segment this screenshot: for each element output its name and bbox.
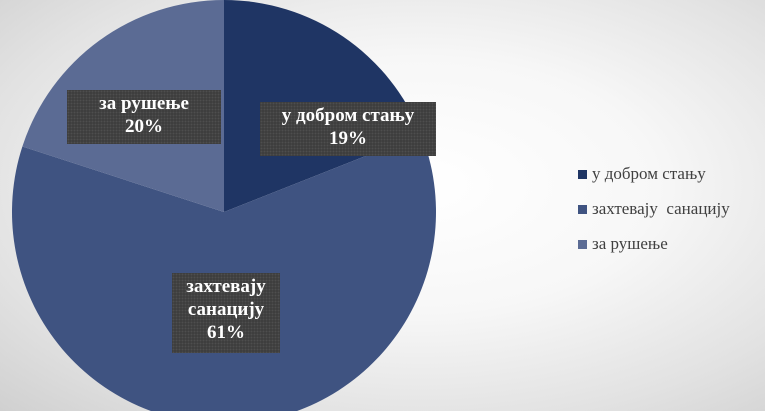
legend-swatch-for-demolition <box>578 239 587 249</box>
data-label-need-repair-percent: 61% <box>207 322 245 343</box>
legend-item-good-condition: у добром стању <box>578 163 730 185</box>
legend-item-for-demolition: за рушење <box>578 233 730 255</box>
data-label-for-demolition-text: за рушење <box>99 93 189 114</box>
legend-swatch-good-condition <box>578 169 587 179</box>
legend-item-need-repair: захтевају санацију <box>578 198 730 220</box>
data-label-need-repair-line1: захтевају <box>186 276 266 297</box>
legend: у добром стању захтевају санацију за руш… <box>578 163 730 268</box>
legend-label-need-repair: захтевају санацију <box>592 199 730 218</box>
data-label-good-condition-text: у добром стању <box>281 105 415 126</box>
data-label-for-demolition-percent: 20% <box>125 116 163 137</box>
data-label-need-repair-line2: санацију <box>187 299 265 320</box>
data-label-good-condition: у добром стању 19% <box>260 102 436 156</box>
legend-label-for-demolition: за рушење <box>592 234 668 253</box>
pie-slice-need-repair <box>12 133 436 411</box>
data-label-need-repair: захтевају санацију 61% <box>172 273 280 353</box>
data-label-good-condition-percent: 19% <box>329 128 367 149</box>
data-label-for-demolition: за рушење 20% <box>67 90 221 144</box>
legend-label-good-condition: у добром стању <box>592 164 706 183</box>
legend-swatch-need-repair <box>578 204 587 214</box>
